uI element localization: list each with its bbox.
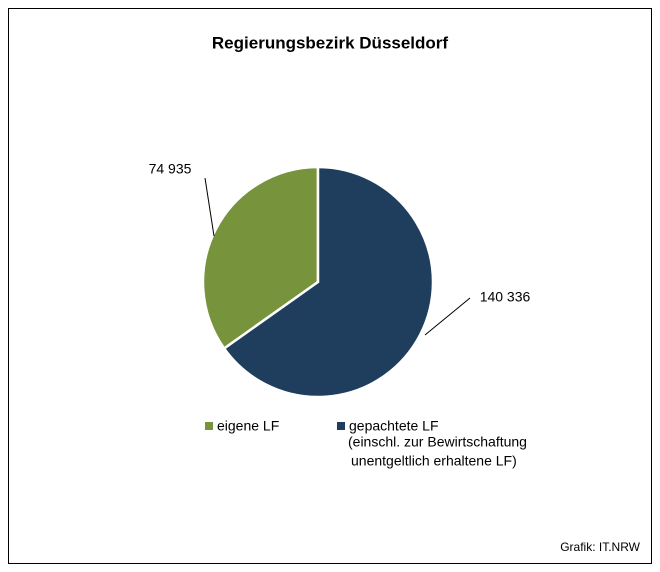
legend-swatch [205, 422, 213, 430]
leader-line [424, 297, 471, 336]
pie-slice [201, 165, 320, 351]
pie-slice [222, 165, 435, 399]
legend-note: (einschl. zur Bewirtschaftung [348, 434, 527, 450]
chart-title: Regierungsbezirk Düsseldorf [212, 33, 449, 52]
legend-label: gepachtete LF [349, 418, 439, 434]
legend-note: unentgeltlich erhaltene LF) [351, 453, 517, 469]
data-label: 140 336 [480, 289, 531, 305]
source: Grafik: IT.NRW [560, 540, 640, 554]
data-label: 74 935 [149, 161, 192, 177]
legend-label: eigene LF [217, 418, 279, 434]
leader-line [204, 177, 215, 237]
legend-swatch [337, 422, 345, 430]
